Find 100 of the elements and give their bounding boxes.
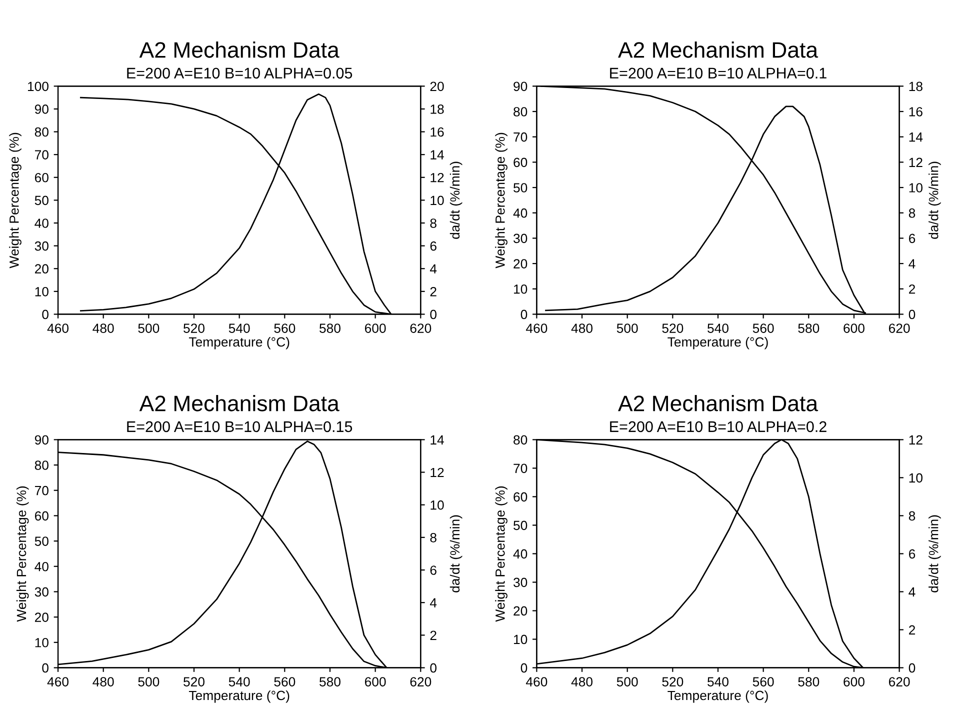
y2-tick-label: 6 (430, 241, 436, 251)
y-tick-label: 50 (34, 536, 48, 546)
y2-tick-label: 10 (430, 196, 444, 206)
x-tick-label: 460 (526, 677, 548, 686)
y-tick-label: 60 (34, 172, 48, 182)
y2-tick-label: 14 (430, 435, 444, 444)
x-tick-label: 580 (320, 324, 340, 333)
y-tick-label: 40 (34, 562, 48, 572)
y-tick-label: 50 (34, 196, 48, 206)
y2-tick-label: 10 (430, 500, 444, 510)
y-tick-label: 0 (520, 310, 528, 320)
y-axis-title: Weight Percentage (%) (9, 132, 22, 268)
y2-tick-label: 6 (430, 566, 436, 575)
y2-tick-label: 18 (430, 104, 444, 114)
x-tick-label: 620 (888, 677, 910, 686)
y2-tick-label: 2 (909, 625, 916, 635)
y-tick-label: 40 (513, 208, 528, 218)
x-tick-label: 480 (571, 324, 593, 333)
chart-subtitle: E=200 A=E10 B=10 ALPHA=0.2 (610, 421, 826, 432)
x-tick-label: 560 (752, 324, 774, 333)
y-tick-label: 60 (34, 511, 48, 521)
x-tick-label: 540 (228, 324, 250, 333)
y2-tick-label: 12 (430, 172, 444, 182)
x-tick-label: 540 (708, 324, 728, 333)
y-tick-label: 10 (514, 284, 528, 294)
y-tick-label: 10 (514, 634, 528, 644)
chart-subtitle: E=200 A=E10 B=10 ALPHA=0.05 (127, 68, 352, 79)
chart-title: A2 Mechanism Data (618, 42, 818, 58)
y2-tick-label: 4 (430, 598, 437, 608)
chart-subtitle: E=200 A=E10 B=10 ALPHA=0.1 (610, 68, 826, 79)
x-axis-title: Temperature (°C) (188, 690, 290, 703)
y-tick-label: 80 (514, 107, 528, 116)
x-tick-label: 580 (798, 677, 820, 686)
x-tick-label: 520 (662, 324, 684, 333)
y2-tick-label: 6 (909, 549, 916, 559)
x-axis-title: Temperature (°C) (668, 690, 768, 703)
x-tick-label: 620 (410, 677, 432, 686)
x-tick-label: 560 (274, 324, 296, 333)
x-tick-label: 620 (410, 324, 432, 333)
y-axis-title: Weight Percentage (%) (16, 486, 29, 622)
y2-tick-label: 12 (909, 435, 922, 444)
x-tick-label: 460 (526, 324, 548, 333)
y-tick-label: 20 (34, 612, 48, 622)
x-tick-label: 600 (844, 324, 864, 333)
y-tick-label: 40 (34, 218, 48, 228)
y2-tick-label: 4 (908, 259, 916, 268)
y-tick-label: 80 (514, 435, 528, 445)
y2-tick-label: 4 (430, 264, 437, 274)
y-tick-label: 90 (34, 104, 48, 114)
y-tick-label: 0 (42, 663, 48, 673)
x-tick-label: 460 (47, 324, 69, 333)
y-tick-label: 0 (42, 310, 48, 320)
y-tick-label: 30 (34, 241, 48, 251)
y-tick-label: 20 (34, 264, 48, 274)
y2-tick-label: 18 (909, 82, 922, 92)
y2-tick-label: 8 (908, 511, 916, 521)
y2-tick-label: 12 (430, 468, 444, 478)
y2-tick-label: 16 (430, 127, 444, 137)
y2-tick-label: 0 (430, 310, 436, 320)
y-axis-title: Weight Percentage (%) (495, 132, 508, 268)
y2-tick-label: 4 (908, 587, 916, 596)
y-tick-label: 70 (514, 132, 528, 142)
y-tick-label: 60 (514, 158, 528, 168)
x-tick-label: 560 (274, 677, 296, 686)
y2-tick-label: 8 (430, 218, 436, 228)
y-tick-label: 0 (520, 663, 528, 673)
y-tick-label: 30 (513, 578, 528, 588)
x-tick-label: 460 (47, 677, 69, 686)
chart-subtitle: E=200 A=E10 B=10 ALPHA=0.15 (127, 421, 352, 432)
y2-tick-label: 14 (909, 132, 923, 142)
y2-axis-title: da/dt (%/min) (450, 162, 462, 239)
y-axis-title: Weight Percentage (%) (495, 486, 508, 622)
x-axis-title: Temperature (°C) (188, 336, 290, 350)
y2-axis-title: da/dt (%/min) (450, 515, 462, 592)
y-tick-label: 40 (513, 549, 528, 559)
chart-title: A2 Mechanism Data (618, 395, 818, 412)
x-tick-label: 520 (184, 677, 204, 686)
x-tick-label: 580 (320, 677, 340, 686)
y-tick-label: 70 (514, 464, 528, 474)
y-tick-label: 90 (514, 82, 528, 92)
x-tick-label: 540 (228, 677, 250, 686)
y-tick-label: 80 (34, 127, 48, 137)
y-tick-label: 100 (28, 82, 48, 92)
y2-tick-label: 10 (909, 183, 922, 192)
y-tick-label: 30 (34, 587, 48, 597)
y2-tick-label: 12 (909, 158, 922, 167)
y-tick-label: 90 (34, 435, 48, 445)
x-tick-label: 480 (571, 677, 593, 686)
x-tick-label: 580 (798, 324, 820, 333)
x-tick-label: 540 (708, 677, 728, 686)
y-tick-label: 70 (34, 150, 48, 160)
y-tick-label: 50 (514, 183, 528, 192)
y-tick-label: 10 (35, 286, 48, 296)
y2-tick-label: 14 (430, 150, 444, 160)
x-tick-label: 480 (92, 677, 114, 686)
y2-axis-title: da/dt (%/min) (928, 515, 941, 592)
x-tick-label: 600 (364, 677, 386, 686)
y2-tick-label: 0 (908, 310, 916, 320)
y-tick-label: 70 (34, 486, 48, 496)
y-tick-label: 10 (35, 638, 48, 648)
